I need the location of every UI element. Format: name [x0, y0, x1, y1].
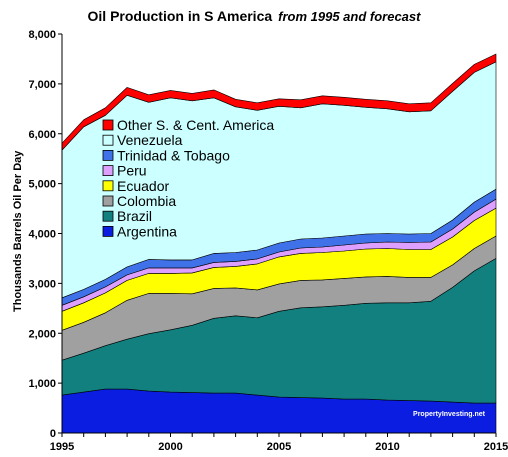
axes: 0 1,000 2,000 3,000 4,000 5,000 6,000 7,000 8,00… [28, 29, 508, 453]
chart-subtitle: from 1995 and forecast [278, 9, 421, 24]
x-tick-label: 2015 [484, 441, 508, 453]
chart-title: Oil Production in S America from 1995 and… [87, 8, 421, 24]
x-tick-label: 2005 [267, 441, 291, 453]
legend-label-colombia: Colombia [117, 193, 176, 209]
area-other-s-cent-america [61, 53, 497, 151]
legend-swatch-other-s-cent-america [102, 119, 114, 131]
y-tick-label: 3,000 [28, 278, 56, 290]
legend-swatch-ecuador [102, 180, 114, 192]
legend-swatch-colombia [102, 195, 114, 207]
legend-label-brazil: Brazil [117, 208, 152, 224]
x-tick-label: 2010 [375, 441, 399, 453]
legend-swatch-peru [102, 165, 114, 177]
legend-swatch-brazil [102, 210, 114, 222]
legend-swatch-argentina [102, 225, 114, 237]
legend-label-other-s-cent-america: Other S. & Cent. America [117, 117, 274, 133]
legend-label-venezuela: Venezuela [117, 132, 183, 148]
annotations: PropertyInvesting.net [413, 411, 486, 418]
legend-label-peru: Peru [117, 163, 147, 179]
y-tick-label: 1,000 [28, 378, 56, 390]
watermark-annotation: PropertyInvesting.net [413, 411, 486, 418]
y-tick-label: 8,000 [28, 29, 56, 41]
y-tick-label: 5,000 [28, 179, 56, 191]
y-tick-label: 0 [50, 428, 56, 440]
legend: Other S. & Cent. AmericaVenezuelaTrinida… [102, 117, 274, 239]
y-tick-label: 2,000 [28, 328, 56, 340]
legend-swatch-venezuela [102, 134, 114, 146]
x-tick-label: 1995 [50, 441, 74, 453]
legend-swatch-trinidad-tobago [102, 149, 114, 161]
y-tick-label: 6,000 [28, 129, 56, 141]
legend-label-trinidad-tobago: Trinidad & Tobago [117, 147, 230, 163]
legend-label-ecuador: Ecuador [117, 178, 169, 194]
y-tick-label: 4,000 [28, 229, 56, 241]
area-layers [61, 34, 497, 434]
y-tick-label: 7,000 [28, 79, 56, 91]
legend-label-argentina: Argentina [117, 223, 177, 239]
x-tick-label: 2000 [158, 441, 182, 453]
